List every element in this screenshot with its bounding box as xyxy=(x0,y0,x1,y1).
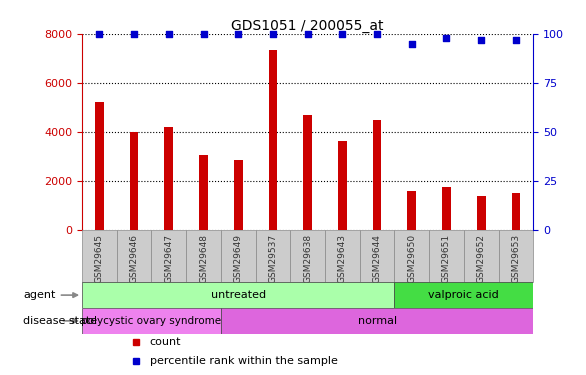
Bar xyxy=(186,230,221,282)
Text: GSM29649: GSM29649 xyxy=(234,234,243,283)
Point xyxy=(268,31,278,37)
Point xyxy=(164,31,173,37)
Point xyxy=(476,37,486,43)
Point xyxy=(303,31,312,37)
Text: GSM29645: GSM29645 xyxy=(95,234,104,283)
Text: GSM29643: GSM29643 xyxy=(338,234,347,283)
Bar xyxy=(234,160,243,230)
Bar xyxy=(255,230,290,282)
Bar xyxy=(82,282,394,308)
Bar xyxy=(151,230,186,282)
Point xyxy=(95,31,104,37)
Point xyxy=(130,31,139,37)
Point xyxy=(407,40,417,46)
Bar xyxy=(165,127,173,230)
Bar xyxy=(442,187,451,230)
Bar xyxy=(394,230,429,282)
Point xyxy=(442,34,451,40)
Bar xyxy=(117,230,151,282)
Text: valproic acid: valproic acid xyxy=(428,290,499,300)
Text: GSM29646: GSM29646 xyxy=(130,234,139,283)
Title: GDS1051 / 200055_at: GDS1051 / 200055_at xyxy=(231,19,384,33)
Bar xyxy=(130,132,138,230)
Bar xyxy=(360,230,394,282)
Bar xyxy=(268,50,277,230)
Bar xyxy=(82,230,117,282)
Text: polycystic ovary syndrome: polycystic ovary syndrome xyxy=(81,316,222,326)
Text: GSM29638: GSM29638 xyxy=(303,234,312,284)
Text: normal: normal xyxy=(357,316,397,326)
Text: agent: agent xyxy=(23,290,77,300)
Bar xyxy=(477,196,486,230)
Bar xyxy=(82,308,221,334)
Text: untreated: untreated xyxy=(211,290,266,300)
Text: GSM29650: GSM29650 xyxy=(407,234,416,284)
Bar xyxy=(199,155,208,230)
Text: count: count xyxy=(150,337,181,347)
Bar xyxy=(407,191,416,230)
Text: GSM29647: GSM29647 xyxy=(164,234,173,283)
Bar xyxy=(95,102,104,230)
Bar xyxy=(512,193,520,230)
Bar xyxy=(304,115,312,230)
Text: GSM29651: GSM29651 xyxy=(442,234,451,284)
Bar xyxy=(373,120,381,230)
Text: GSM29644: GSM29644 xyxy=(373,234,381,283)
Text: GSM29652: GSM29652 xyxy=(476,234,486,283)
Bar xyxy=(394,282,533,308)
Bar xyxy=(499,230,533,282)
Point xyxy=(199,31,208,37)
Text: GSM29653: GSM29653 xyxy=(512,234,520,284)
Text: GSM29648: GSM29648 xyxy=(199,234,208,283)
Point xyxy=(234,31,243,37)
Point xyxy=(511,37,520,43)
Bar xyxy=(221,308,533,334)
Bar xyxy=(429,230,464,282)
Bar xyxy=(290,230,325,282)
Text: GSM29537: GSM29537 xyxy=(268,234,277,284)
Bar xyxy=(338,141,347,230)
Bar xyxy=(464,230,499,282)
Point xyxy=(338,31,347,37)
Bar xyxy=(325,230,360,282)
Bar xyxy=(221,230,255,282)
Point xyxy=(372,31,381,37)
Text: disease state: disease state xyxy=(23,316,97,326)
Text: percentile rank within the sample: percentile rank within the sample xyxy=(150,356,338,366)
